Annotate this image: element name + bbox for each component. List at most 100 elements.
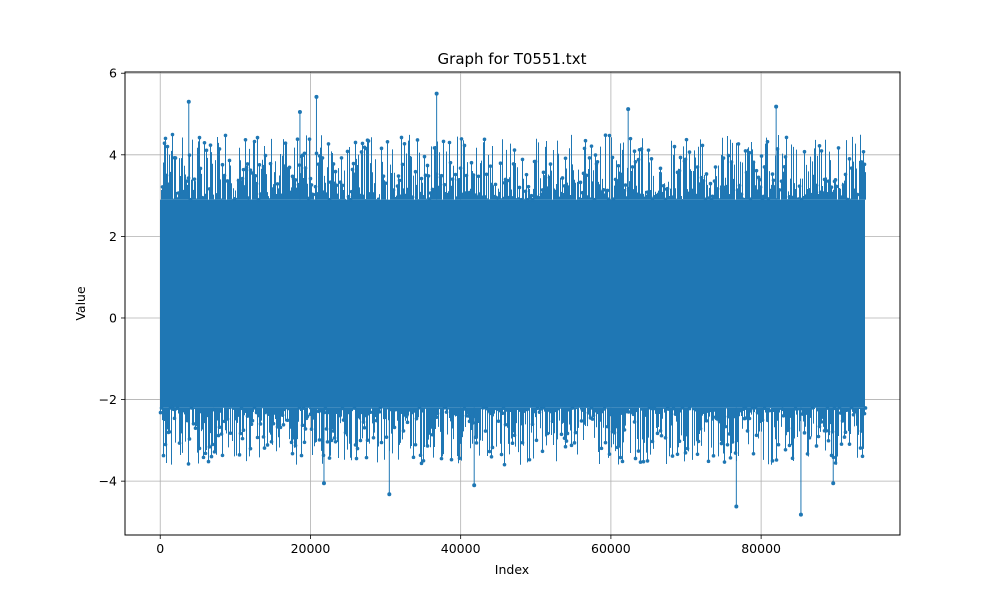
data-point: [665, 186, 670, 191]
data-point: [709, 197, 714, 202]
data-point: [743, 406, 748, 411]
data-point: [263, 153, 268, 158]
data-point: [384, 435, 389, 439]
data-point: [255, 435, 260, 440]
data-point: [163, 442, 168, 447]
data-point: [767, 408, 772, 413]
data-point: [698, 426, 703, 431]
data-point: [246, 413, 251, 418]
data-point: [269, 439, 274, 444]
data-point: [649, 156, 654, 161]
data-point: [807, 435, 812, 440]
data-point: [254, 410, 259, 415]
data-point: [605, 424, 610, 429]
data-point: [473, 193, 478, 197]
data-point: [847, 442, 852, 446]
data-point: [786, 426, 791, 431]
data-point: [268, 161, 273, 166]
data-point: [852, 188, 857, 193]
data-point: [761, 194, 766, 199]
data-point: [216, 433, 221, 438]
data-point: [816, 434, 821, 439]
data-point: [839, 195, 844, 199]
data-point: [863, 406, 868, 410]
data-point: [431, 188, 436, 192]
data-point: [830, 191, 835, 196]
data-point: [836, 146, 841, 150]
data-point: [487, 449, 492, 454]
data-point: [197, 135, 202, 140]
data-point: [188, 197, 193, 202]
data-point: [520, 440, 525, 445]
data-point: [474, 441, 479, 445]
y-tick-label: −4: [99, 474, 117, 489]
data-point: [218, 409, 223, 413]
data-point: [710, 194, 715, 199]
data-point: [366, 139, 371, 143]
data-point: [351, 161, 356, 166]
data-point: [590, 417, 595, 421]
data-point: [834, 184, 839, 189]
data-point: [266, 412, 271, 417]
data-point: [232, 197, 237, 201]
data-point: [639, 147, 644, 151]
data-point: [252, 139, 257, 144]
data-point: [632, 420, 637, 424]
data-point: [783, 448, 788, 452]
data-point: [644, 194, 649, 199]
data-point: [333, 169, 338, 174]
data-point: [570, 406, 575, 410]
data-point-extreme: [321, 481, 326, 486]
data-point: [703, 197, 708, 202]
data-point: [603, 440, 608, 445]
data-point: [517, 185, 522, 190]
data-point: [327, 197, 332, 202]
data-point: [378, 405, 383, 410]
data-point: [783, 155, 788, 159]
data-point: [399, 410, 404, 414]
data-point: [458, 166, 463, 170]
data-point: [258, 422, 263, 426]
data-point: [346, 194, 351, 199]
data-point: [715, 417, 720, 421]
data-point: [652, 406, 657, 411]
data-point: [422, 154, 427, 159]
data-point: [402, 141, 407, 146]
data-point: [711, 454, 716, 458]
data-point: [278, 425, 283, 430]
data-point: [589, 406, 594, 410]
data-point-extreme: [186, 99, 191, 104]
data-point-extreme: [472, 483, 477, 488]
data-point: [502, 462, 507, 467]
data-point: [331, 162, 336, 166]
data-point: [317, 154, 322, 158]
data-point: [777, 188, 782, 192]
data-point: [562, 436, 567, 440]
data-point: [726, 414, 731, 419]
data-point: [186, 462, 191, 466]
data-point: [255, 135, 260, 140]
data-point: [520, 157, 525, 162]
data-point: [322, 410, 327, 415]
data-point: [467, 190, 472, 195]
data-point: [751, 451, 756, 456]
data-point: [802, 431, 807, 435]
data-point: [747, 416, 752, 421]
data-point: [512, 148, 517, 152]
data-point: [248, 446, 253, 451]
data-point: [217, 425, 222, 430]
plot-series: [158, 91, 868, 517]
data-point: [719, 441, 724, 446]
data-point: [511, 162, 516, 166]
data-point: [484, 172, 489, 177]
data-point: [825, 406, 830, 410]
data-point: [814, 444, 819, 448]
data-point: [300, 423, 305, 428]
data-point: [309, 183, 314, 187]
data-point: [320, 156, 325, 160]
data-point: [663, 435, 668, 440]
data-point: [502, 181, 507, 185]
data-point: [622, 428, 627, 432]
x-tick-label: 20000: [291, 541, 331, 556]
data-point: [198, 409, 203, 414]
